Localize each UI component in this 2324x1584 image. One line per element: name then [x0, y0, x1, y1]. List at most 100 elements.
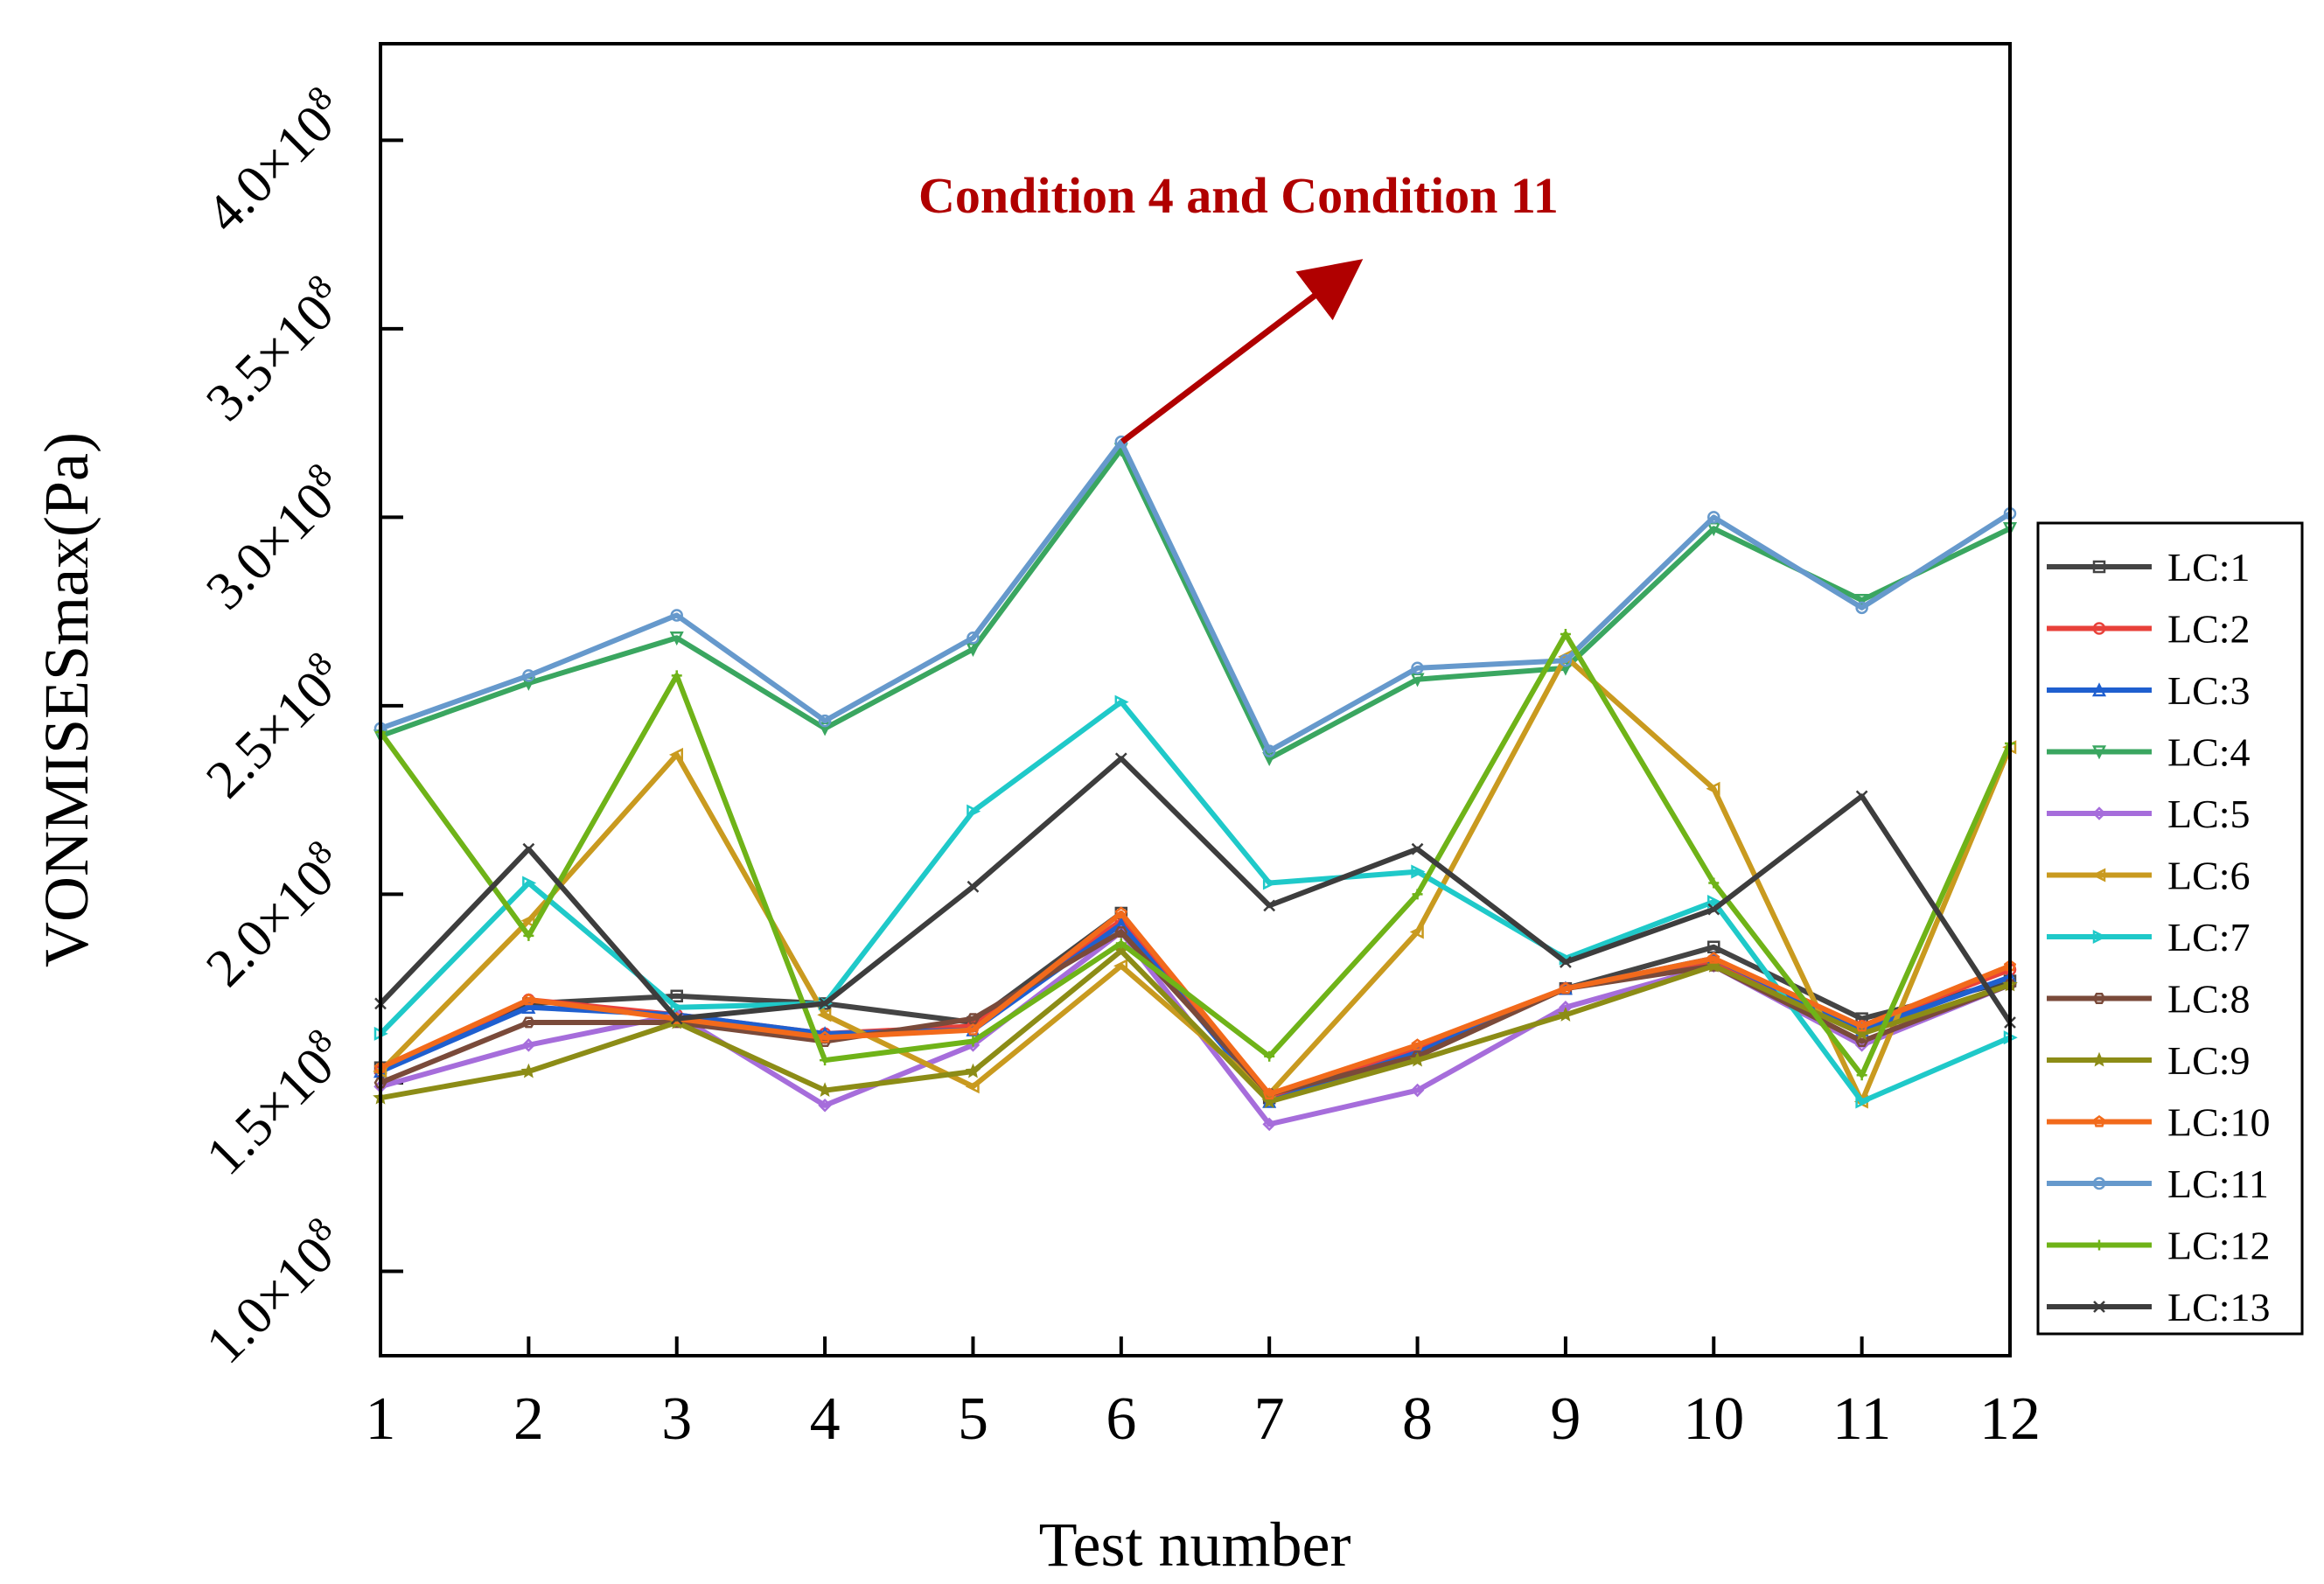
legend-label: LC:3 [2167, 668, 2251, 713]
data-point [2094, 1239, 2104, 1251]
data-point [817, 1008, 832, 1022]
data-point [1853, 1025, 1870, 1041]
data-point [1261, 1093, 1277, 1108]
legend-item: LC:3 [2047, 668, 2251, 713]
y-axis-title: VONMISESmax(Pa) [31, 432, 101, 967]
data-point [2092, 622, 2106, 635]
series-lc-13 [374, 752, 2016, 1029]
x-tick-label: 8 [1402, 1385, 1433, 1453]
data-point [1707, 511, 1720, 524]
data-point [1412, 889, 1423, 900]
x-tick-label: 2 [513, 1385, 544, 1453]
series-lc-10 [373, 906, 2017, 1099]
data-point [1559, 981, 1573, 994]
data-point [819, 997, 831, 1010]
data-point [967, 1013, 980, 1025]
legend-label: LC:5 [2167, 792, 2251, 836]
legend: LC:1 LC:2 LC:3 LC:4 LC:5 LC:6 LC:7 LC:8 LC:9 LC:1… [2036, 521, 2304, 1336]
data-point [1558, 1007, 1574, 1022]
data-point [522, 993, 535, 1006]
data-point [1706, 781, 1720, 796]
data-point [1411, 864, 1426, 879]
x-tick-label: 4 [810, 1385, 841, 1453]
data-point [2092, 1176, 2106, 1190]
legend-label: LC:2 [2167, 607, 2251, 652]
x-tick-label: 9 [1550, 1385, 1581, 1453]
data-point [1411, 1038, 1424, 1050]
data-point [2093, 1301, 2105, 1313]
data-point [671, 670, 682, 681]
y-tick-label: 1.0×108 [192, 1209, 358, 1375]
data-point [522, 842, 535, 855]
data-point [1262, 876, 1277, 890]
data-point [1559, 653, 1573, 667]
series-line-lc-4 [379, 446, 2012, 762]
data-point [1409, 925, 1424, 939]
legend-item: LC:2 [2047, 607, 2251, 652]
data-point [1854, 593, 1869, 609]
data-point [1114, 926, 1128, 938]
data-point [1560, 629, 1571, 639]
data-point [1411, 842, 1424, 855]
plot-background [380, 44, 2010, 1356]
plot-frame [379, 42, 2012, 1357]
series-line-lc-13 [378, 756, 2013, 1024]
y-tick-label: 3.5×108 [192, 267, 358, 433]
data-point [521, 1038, 536, 1052]
data-point [2092, 929, 2107, 945]
data-point [1855, 1094, 1870, 1109]
data-point [967, 632, 980, 645]
data-point [520, 913, 535, 928]
legend-label: LC:10 [2167, 1100, 2271, 1145]
legend-item: LC:7 [2047, 915, 2251, 959]
data-point [2092, 806, 2106, 820]
data-point [1855, 1019, 1868, 1032]
data-point [967, 880, 980, 893]
data-point [1262, 1117, 1276, 1132]
data-point [818, 1099, 832, 1113]
legend-frame [2036, 521, 2304, 1336]
legend-label: LC:1 [2167, 545, 2251, 590]
x-tick-label: 5 [958, 1385, 988, 1453]
data-point [670, 609, 683, 622]
data-point [1707, 903, 1720, 916]
x-tick-label: 3 [661, 1385, 692, 1453]
legend-item: LC:12 [2047, 1224, 2271, 1268]
data-point [1263, 899, 1276, 912]
legend-label: LC:13 [2167, 1285, 2271, 1329]
legend-label: LC:4 [2167, 730, 2251, 775]
annotation-arrow [1120, 259, 1364, 444]
legend-item: LC:10 [2047, 1100, 2271, 1145]
data-point [670, 989, 683, 1003]
series-line-lc-6 [378, 653, 2013, 1105]
data-point [2092, 1114, 2106, 1127]
data-point [1855, 601, 1868, 615]
data-point [1113, 959, 1128, 973]
data-point [1707, 952, 1720, 964]
data-point [522, 876, 537, 890]
x-tick-label: 12 [1979, 1385, 2041, 1453]
data-point [520, 1063, 537, 1078]
data-point [1263, 1087, 1276, 1099]
x-axis-title: Test number [1039, 1510, 1351, 1580]
data-point [1114, 752, 1127, 765]
data-point [820, 1055, 831, 1066]
data-point [1560, 956, 1572, 968]
data-point [965, 1063, 981, 1078]
legend-label: LC:12 [2167, 1224, 2271, 1268]
y-tick-label: 2.0×108 [192, 832, 358, 998]
y-axis-ticks: 1.0×108 1.5×108 2.0×108 2.5×108 3.0×108 3.5×1… [192, 78, 403, 1375]
y-tick-label: 1.5×108 [192, 1021, 358, 1187]
data-point [1411, 661, 1424, 675]
data-point [1410, 1083, 1425, 1098]
data-point [523, 930, 534, 941]
data-point [1262, 744, 1276, 757]
x-tick-label: 11 [1832, 1385, 1891, 1453]
data-point [373, 1077, 387, 1089]
legend-label: LC:9 [2167, 1038, 2251, 1083]
series-line-lc-11 [379, 439, 2012, 754]
legend-label: LC:6 [2167, 854, 2251, 898]
legend-item: LC:6 [2047, 854, 2251, 898]
x-tick-label: 7 [1254, 1385, 1285, 1453]
